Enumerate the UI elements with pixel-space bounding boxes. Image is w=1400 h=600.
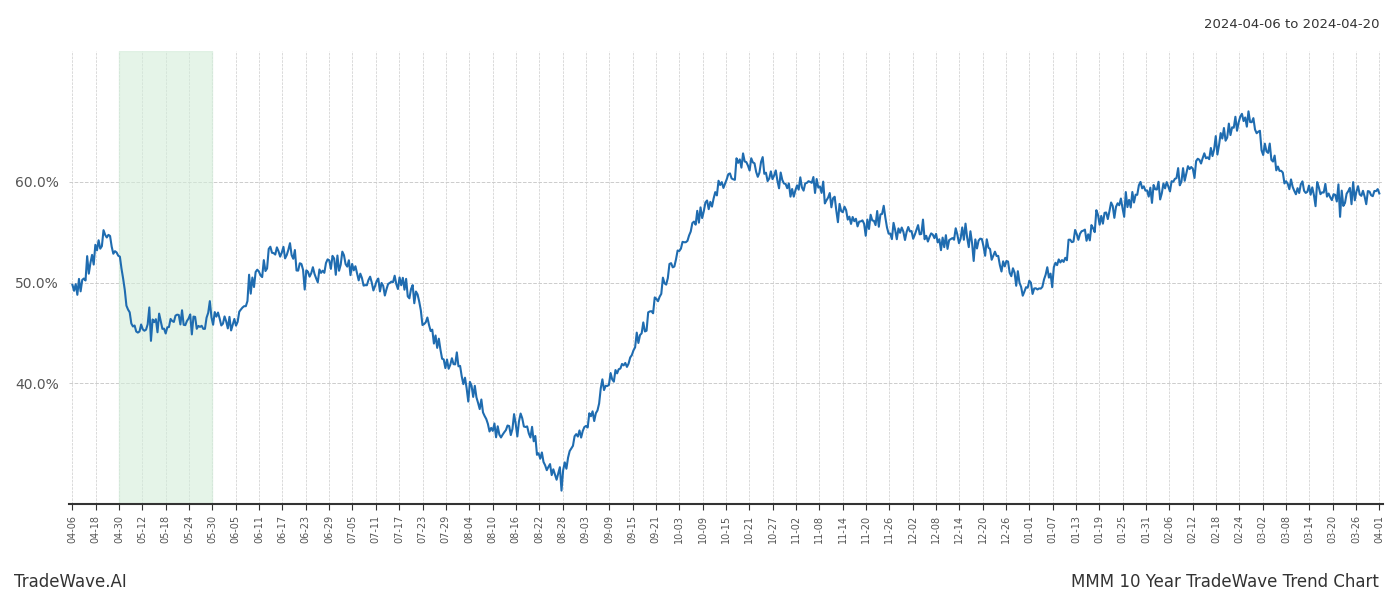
Text: 2024-04-06 to 2024-04-20: 2024-04-06 to 2024-04-20 <box>1204 18 1379 31</box>
Text: MMM 10 Year TradeWave Trend Chart: MMM 10 Year TradeWave Trend Chart <box>1071 573 1379 591</box>
Bar <box>119 51 213 505</box>
Text: TradeWave.AI: TradeWave.AI <box>14 573 127 591</box>
